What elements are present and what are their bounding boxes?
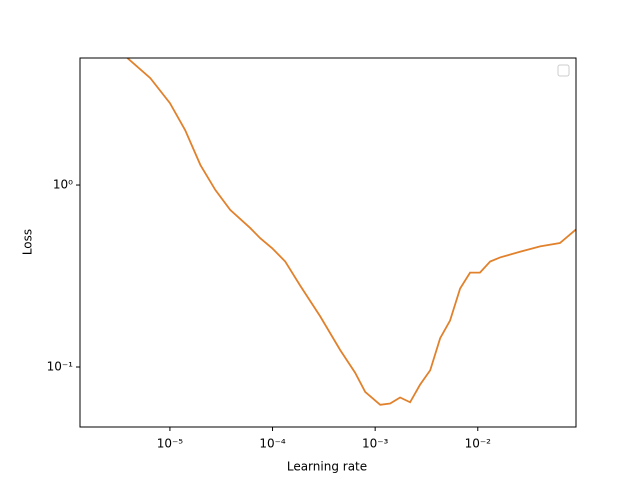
line bbox=[126, 58, 576, 406]
y-axis-label: Loss bbox=[21, 229, 35, 255]
x-tick-label: 10⁻³ bbox=[362, 437, 389, 451]
y-tick-label: 10⁻¹ bbox=[47, 359, 74, 373]
x-tick-label: 10⁻⁵ bbox=[157, 437, 184, 451]
x-axis-label: Learning rate bbox=[287, 460, 367, 474]
legend bbox=[557, 64, 570, 77]
x-tick-label: 10⁻² bbox=[465, 437, 492, 451]
axes-frame bbox=[79, 57, 577, 428]
x-tick-label: 10⁻⁴ bbox=[259, 437, 286, 451]
plot-area bbox=[80, 58, 576, 427]
y-tick-label: 10⁰ bbox=[53, 178, 73, 192]
